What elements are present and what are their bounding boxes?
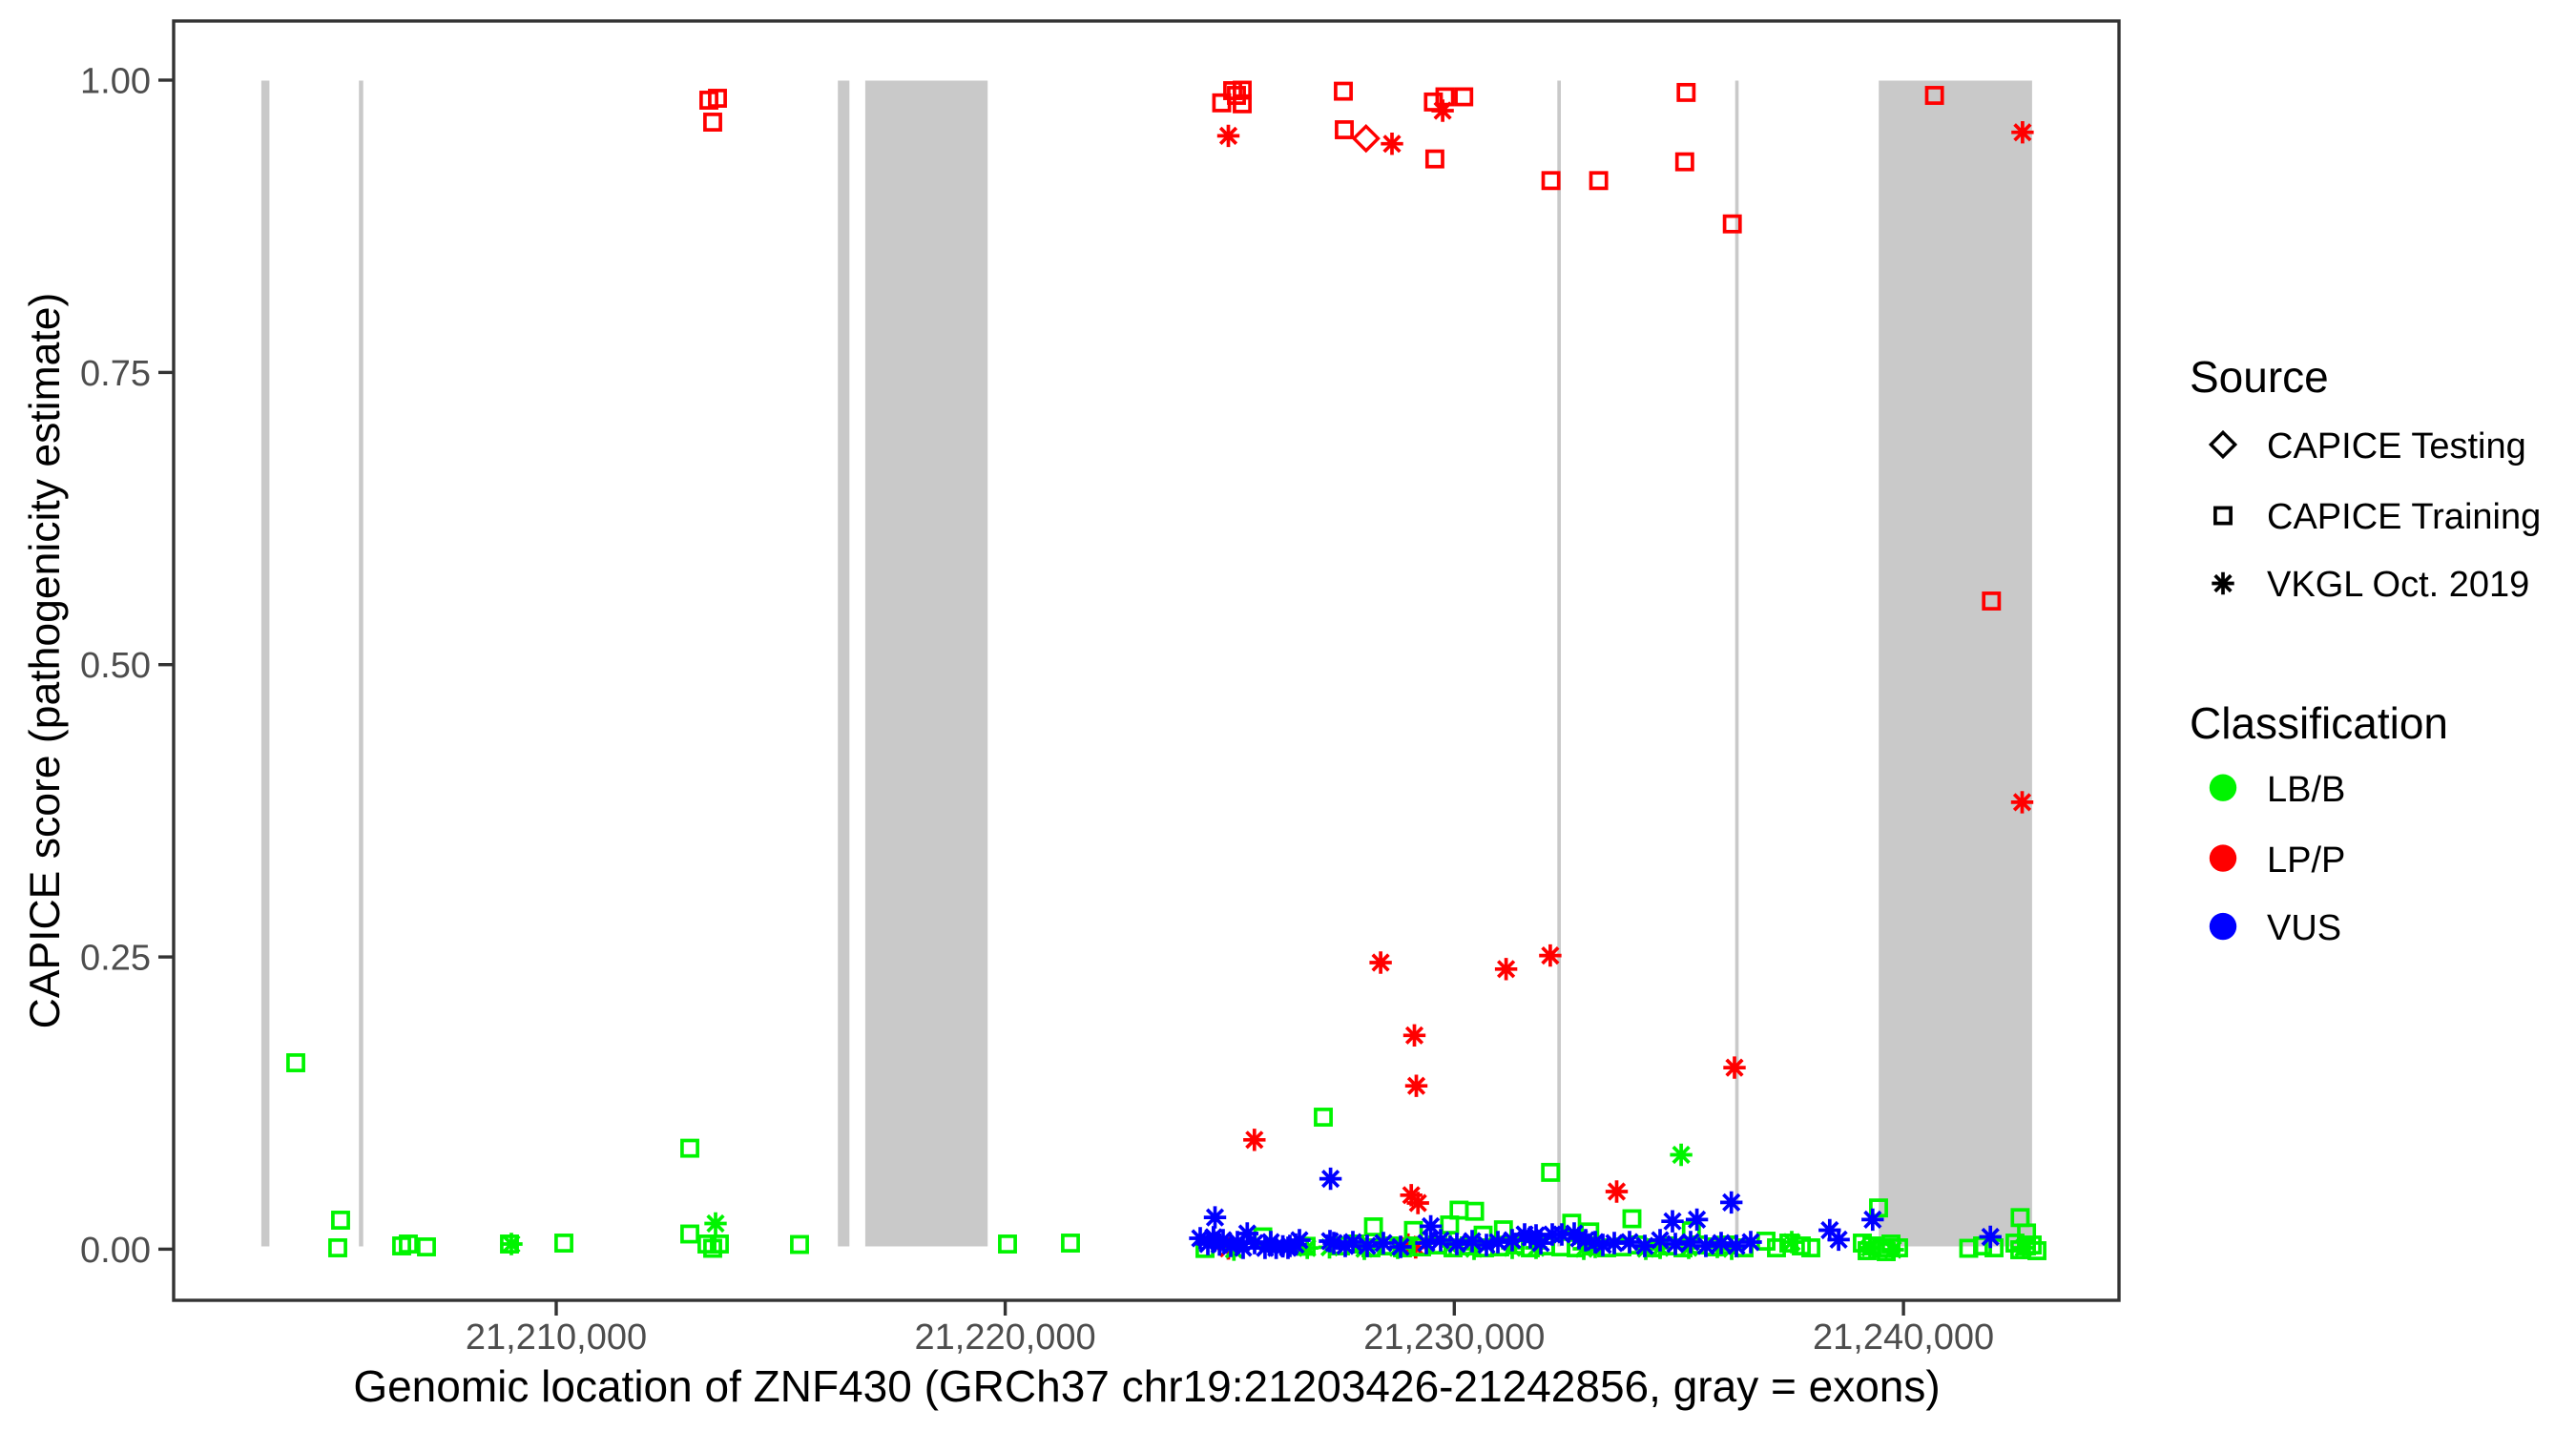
svg-text:1.00: 1.00 — [80, 62, 151, 102]
svg-text:VKGL Oct. 2019: VKGL Oct. 2019 — [2267, 565, 2529, 605]
svg-text:0.75: 0.75 — [80, 354, 151, 394]
svg-text:21,220,000: 21,220,000 — [915, 1317, 1096, 1358]
svg-text:CAPICE Testing: CAPICE Testing — [2267, 426, 2526, 467]
svg-text:Genomic location of ZNF430 (GR: Genomic location of ZNF430 (GRCh37 chr19… — [353, 1361, 1940, 1411]
svg-text:Classification: Classification — [2190, 698, 2448, 748]
svg-text:CAPICE score (pathogenicity es: CAPICE score (pathogenicity estimate) — [22, 293, 69, 1029]
svg-text:0.50: 0.50 — [80, 646, 151, 686]
svg-text:CAPICE Training: CAPICE Training — [2267, 497, 2541, 537]
svg-text:LB/B: LB/B — [2267, 770, 2345, 810]
svg-text:VUS: VUS — [2267, 908, 2341, 948]
svg-text:0.00: 0.00 — [80, 1231, 151, 1271]
svg-text:21,240,000: 21,240,000 — [1813, 1317, 1994, 1358]
svg-text:0.25: 0.25 — [80, 939, 151, 979]
svg-text:21,210,000: 21,210,000 — [466, 1317, 647, 1358]
svg-text:LP/P: LP/P — [2267, 840, 2345, 881]
svg-text:Source: Source — [2190, 352, 2329, 402]
svg-text:21,230,000: 21,230,000 — [1363, 1317, 1545, 1358]
